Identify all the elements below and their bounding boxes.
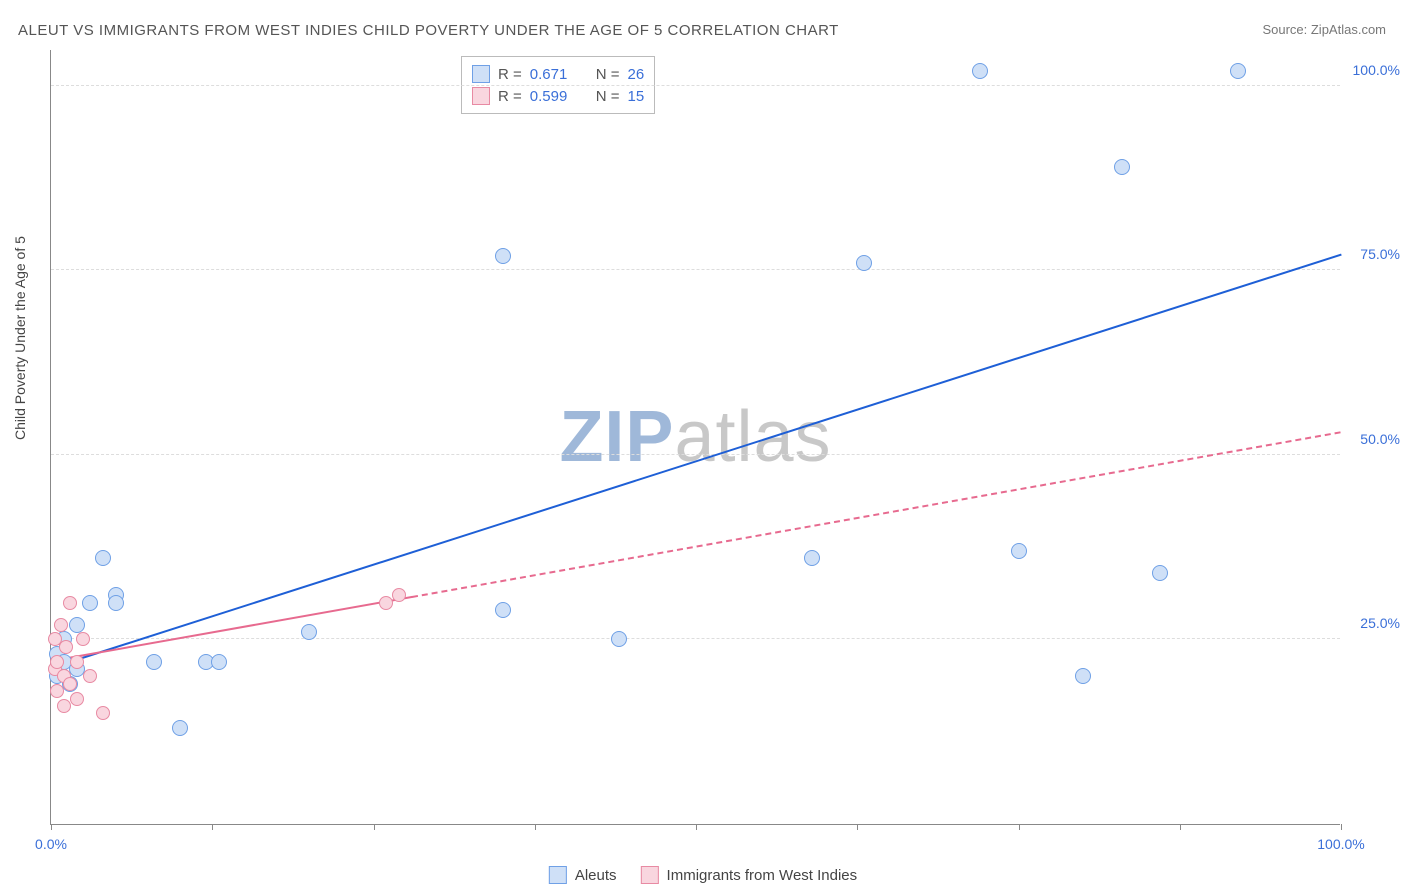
r-value: 0.599 (530, 88, 578, 105)
data-point (611, 631, 627, 647)
data-point (211, 654, 227, 670)
data-point (379, 596, 393, 610)
gridline (51, 85, 1340, 86)
x-tick (535, 824, 536, 830)
watermark-atlas: atlas (674, 397, 831, 477)
chart-title: ALEUT VS IMMIGRANTS FROM WEST INDIES CHI… (18, 22, 839, 39)
n-value: 26 (628, 66, 645, 83)
data-point (63, 596, 77, 610)
chart-source: Source: ZipAtlas.com (1262, 22, 1386, 37)
y-tick-label: 50.0% (1345, 431, 1400, 447)
legend-swatch (641, 866, 659, 884)
x-tick (51, 824, 52, 830)
legend-swatch (472, 87, 490, 105)
legend-label: Aleuts (575, 867, 617, 884)
data-point (301, 624, 317, 640)
data-point (856, 255, 872, 271)
legend-swatch (472, 65, 490, 83)
n-label: N = (596, 88, 620, 105)
legend-row: R = 0.599 N = 15 (472, 85, 644, 107)
data-point (70, 692, 84, 706)
y-axis-label: Child Poverty Under the Age of 5 (12, 236, 28, 440)
data-point (1075, 668, 1091, 684)
data-point (495, 248, 511, 264)
x-tick (857, 824, 858, 830)
data-point (1114, 159, 1130, 175)
r-value: 0.671 (530, 66, 578, 83)
data-point (50, 684, 64, 698)
data-point (1011, 543, 1027, 559)
data-point (108, 595, 124, 611)
data-point (57, 699, 71, 713)
n-label: N = (596, 66, 620, 83)
r-label: R = (498, 88, 522, 105)
data-point (70, 655, 84, 669)
n-value: 15 (628, 88, 645, 105)
trend-line (51, 596, 413, 662)
legend-item: Immigrants from West Indies (641, 866, 858, 884)
data-point (1152, 565, 1168, 581)
data-point (495, 602, 511, 618)
r-label: R = (498, 66, 522, 83)
data-point (95, 550, 111, 566)
data-point (96, 706, 110, 720)
x-tick (1019, 824, 1020, 830)
gridline (51, 454, 1340, 455)
data-point (82, 595, 98, 611)
watermark-zip: ZIP (559, 397, 674, 477)
data-point (172, 720, 188, 736)
data-point (392, 588, 406, 602)
trend-line (412, 431, 1341, 598)
x-tick (374, 824, 375, 830)
y-tick-label: 75.0% (1345, 246, 1400, 262)
series-legend: Aleuts Immigrants from West Indies (549, 866, 857, 884)
legend-row: R = 0.671 N = 26 (472, 63, 644, 85)
gridline (51, 638, 1340, 639)
data-point (50, 655, 64, 669)
data-point (69, 617, 85, 633)
x-tick-label: 100.0% (1317, 836, 1364, 852)
legend-label: Immigrants from West Indies (667, 867, 858, 884)
data-point (76, 632, 90, 646)
x-tick (212, 824, 213, 830)
y-tick-label: 25.0% (1345, 615, 1400, 631)
gridline (51, 269, 1340, 270)
legend-item: Aleuts (549, 866, 617, 884)
x-tick-label: 0.0% (35, 836, 67, 852)
plot-area: ZIPatlas R =0.671N =26R =0.599N =15 25.0… (50, 50, 1340, 825)
x-tick (1180, 824, 1181, 830)
data-point (54, 618, 68, 632)
trend-line (51, 254, 1342, 669)
data-point (804, 550, 820, 566)
x-tick (696, 824, 697, 830)
data-point (63, 677, 77, 691)
y-tick-label: 100.0% (1345, 62, 1400, 78)
x-tick (1341, 824, 1342, 830)
data-point (972, 63, 988, 79)
legend-swatch (549, 866, 567, 884)
data-point (146, 654, 162, 670)
data-point (83, 669, 97, 683)
watermark: ZIPatlas (559, 396, 831, 478)
data-point (1230, 63, 1246, 79)
data-point (59, 640, 73, 654)
